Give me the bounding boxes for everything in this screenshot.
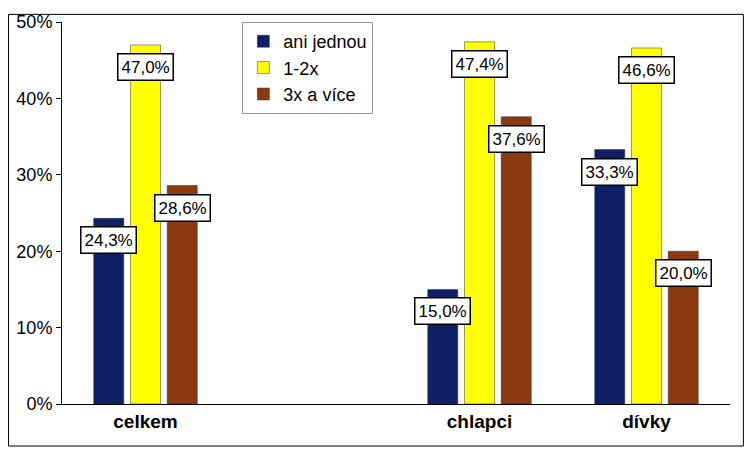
svg-text:dívky: dívky [622, 411, 671, 432]
svg-text:3x a více: 3x a více [283, 85, 355, 105]
svg-text:15,0%: 15,0% [419, 302, 467, 321]
svg-text:37,6%: 37,6% [493, 130, 541, 149]
svg-text:47,4%: 47,4% [456, 55, 504, 74]
svg-text:20,0%: 20,0% [660, 264, 708, 283]
svg-text:46,6%: 46,6% [623, 61, 671, 80]
svg-text:20%: 20% [16, 242, 52, 262]
svg-text:30%: 30% [16, 165, 52, 185]
svg-text:47,0%: 47,0% [122, 58, 170, 77]
svg-text:0%: 0% [26, 394, 52, 414]
svg-text:ani jednou: ani jednou [283, 32, 366, 52]
svg-text:24,3%: 24,3% [85, 231, 133, 250]
svg-text:28,6%: 28,6% [159, 199, 207, 218]
svg-text:10%: 10% [16, 318, 52, 338]
svg-text:33,3%: 33,3% [586, 163, 634, 182]
svg-text:50%: 50% [16, 12, 52, 32]
svg-text:40%: 40% [16, 89, 52, 109]
svg-text:chlapci: chlapci [447, 411, 512, 432]
svg-text:celkem: celkem [113, 411, 177, 432]
svg-text:1-2x: 1-2x [283, 59, 318, 79]
